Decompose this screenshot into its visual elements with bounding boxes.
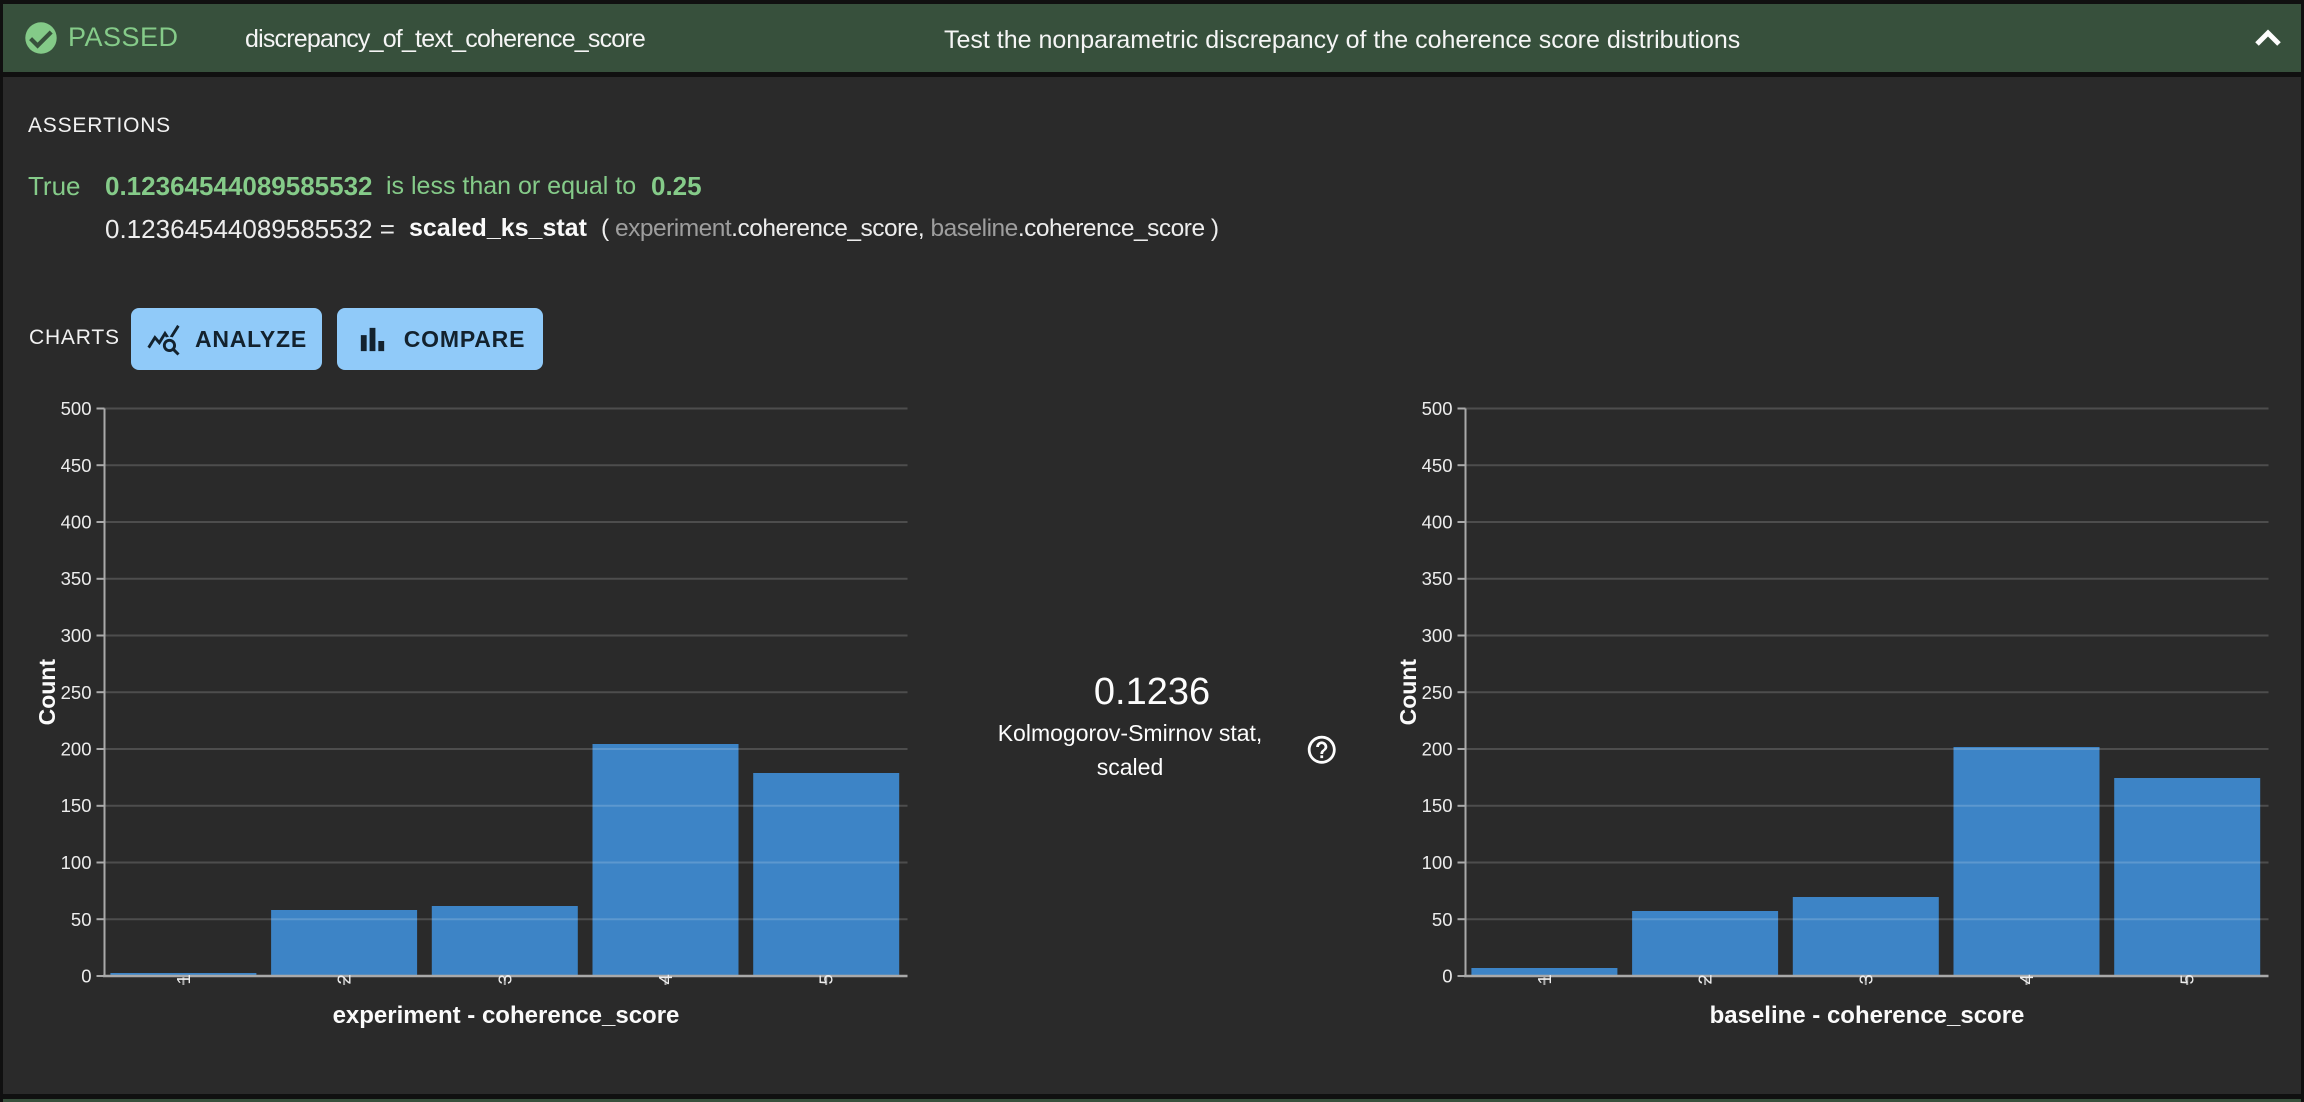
svg-text:3: 3 <box>1855 974 1876 984</box>
svg-text:experiment - coherence_score: experiment - coherence_score <box>333 1002 680 1029</box>
svg-text:150: 150 <box>1422 795 1453 816</box>
svg-text:100: 100 <box>61 852 92 873</box>
svg-text:200: 200 <box>1422 739 1453 760</box>
svg-text:3: 3 <box>494 974 515 984</box>
svg-text:1: 1 <box>173 974 194 984</box>
svg-text:baseline - coherence_score: baseline - coherence_score <box>1710 1002 2025 1029</box>
svg-text:50: 50 <box>71 909 92 930</box>
svg-text:Count: Count <box>1395 659 1421 726</box>
svg-text:0: 0 <box>81 966 91 987</box>
svg-text:450: 450 <box>61 455 92 476</box>
svg-text:450: 450 <box>1422 455 1453 476</box>
svg-text:350: 350 <box>61 568 92 589</box>
svg-text:300: 300 <box>1422 625 1453 646</box>
svg-text:300: 300 <box>61 625 92 646</box>
svg-text:4: 4 <box>2016 974 2037 984</box>
svg-text:1: 1 <box>1534 974 1555 984</box>
svg-text:400: 400 <box>1422 512 1453 533</box>
svg-text:50: 50 <box>1432 909 1453 930</box>
svg-text:500: 500 <box>1422 398 1453 419</box>
svg-text:0: 0 <box>1442 966 1452 987</box>
svg-text:200: 200 <box>61 739 92 760</box>
svg-text:5: 5 <box>816 974 837 984</box>
svg-text:150: 150 <box>61 795 92 816</box>
svg-text:500: 500 <box>61 398 92 419</box>
svg-text:Count: Count <box>34 659 60 726</box>
svg-text:400: 400 <box>61 512 92 533</box>
svg-text:2: 2 <box>1695 974 1716 984</box>
svg-text:5: 5 <box>2177 974 2198 984</box>
svg-text:4: 4 <box>655 974 676 984</box>
svg-text:100: 100 <box>1422 852 1453 873</box>
svg-text:350: 350 <box>1422 568 1453 589</box>
svg-text:2: 2 <box>334 974 355 984</box>
svg-text:250: 250 <box>1422 682 1453 703</box>
svg-text:250: 250 <box>61 682 92 703</box>
